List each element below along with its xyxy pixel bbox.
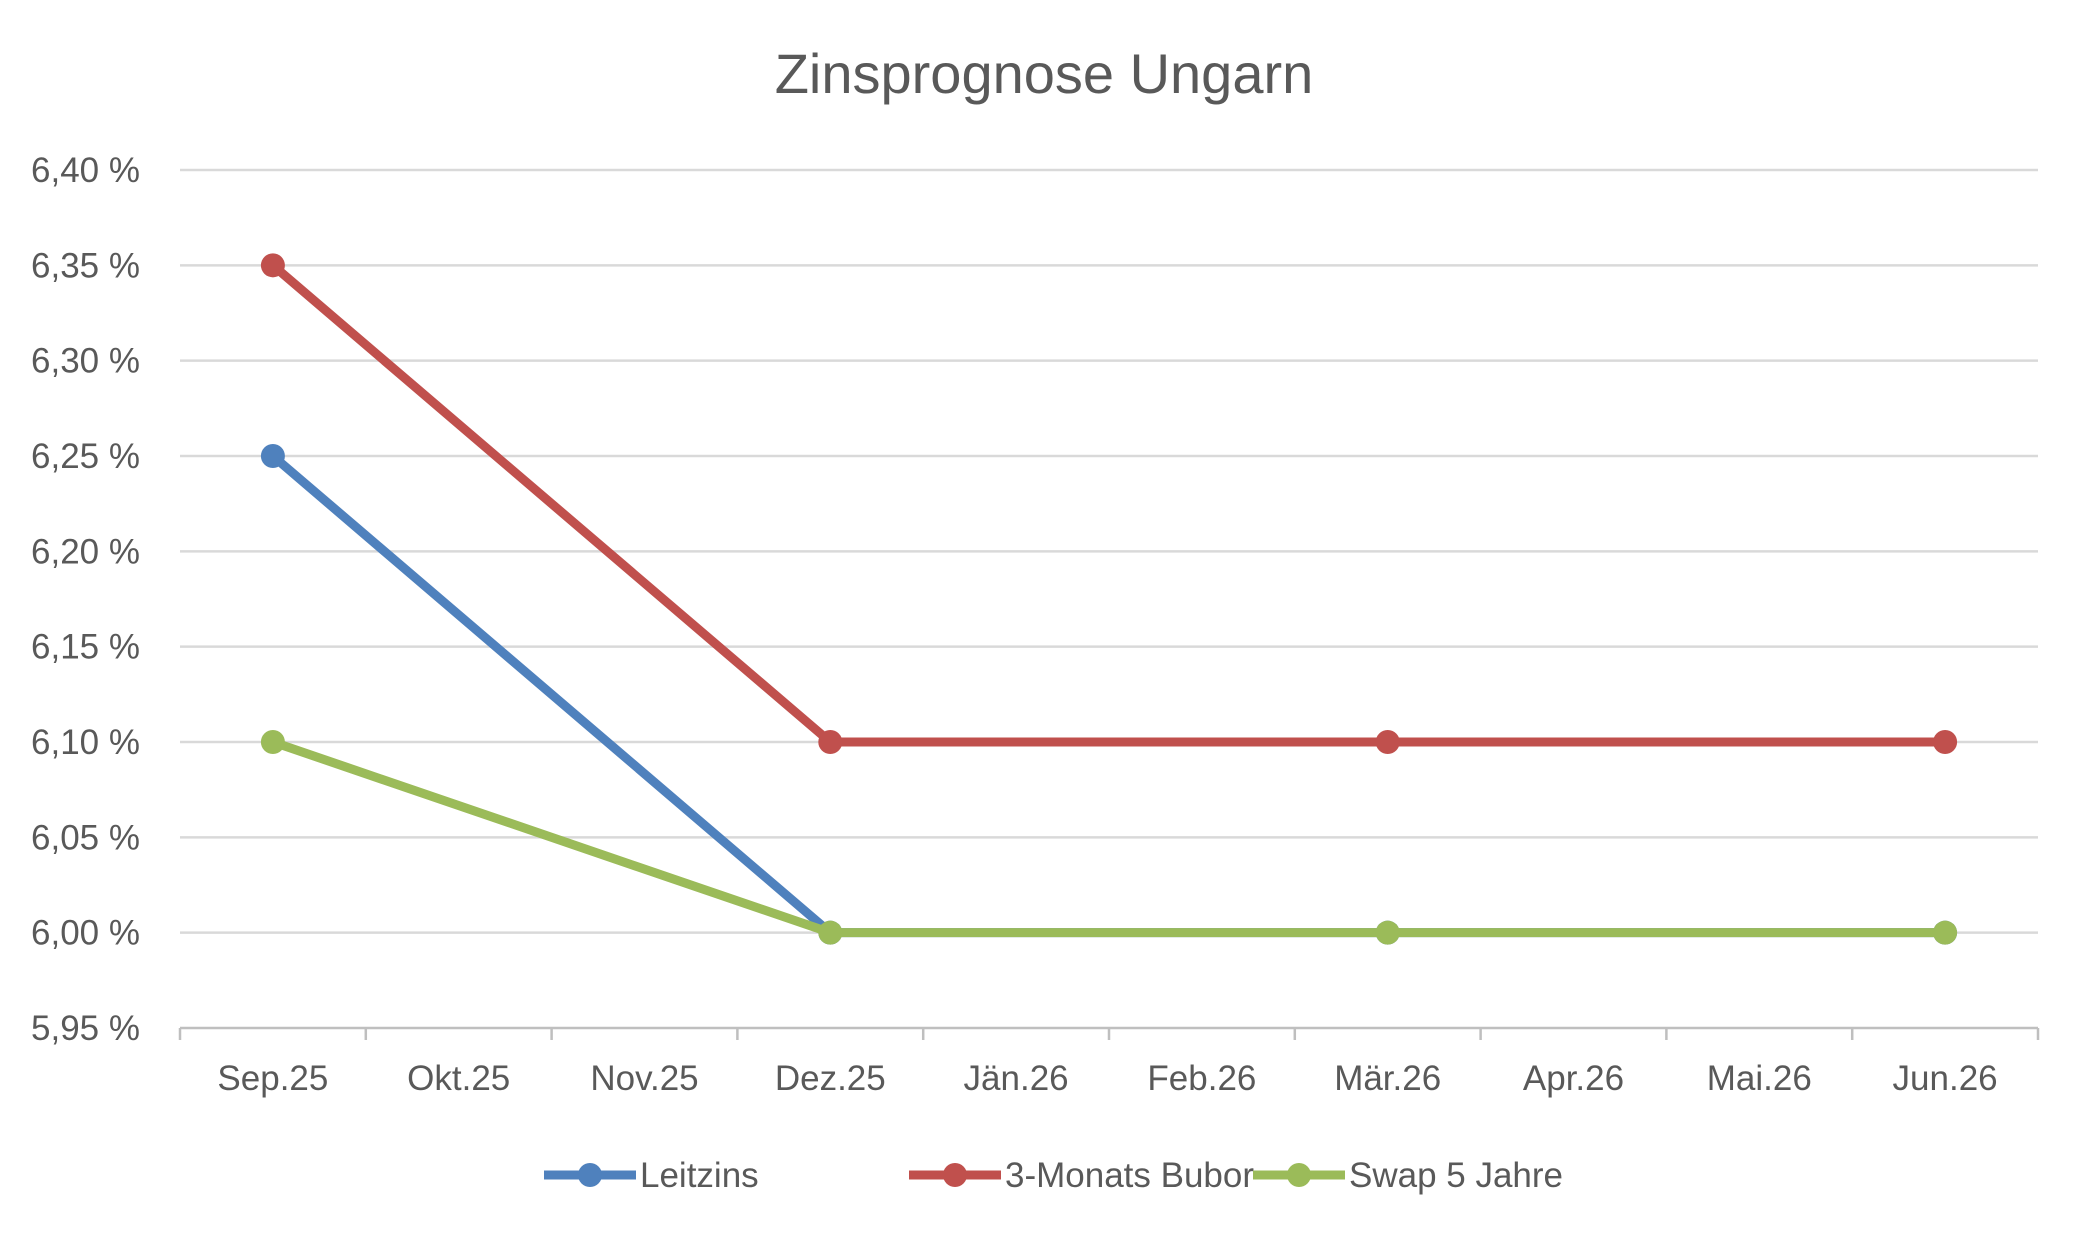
- legend: Leitzins 3-Monats Bubor Swap 5 Jahre: [544, 1156, 1563, 1195]
- data-point: [1375, 730, 1400, 754]
- data-point: [1933, 730, 1958, 754]
- y-tick-label: 6,00 %: [31, 914, 140, 953]
- legend-swatch-marker: [578, 1163, 602, 1187]
- legend-item: Swap 5 Jahre: [1253, 1156, 1563, 1195]
- data-point: [818, 920, 843, 945]
- data-point: [260, 444, 285, 468]
- data-point: [1933, 920, 1958, 945]
- series-line: [268, 451, 1950, 938]
- y-axis: 5,95 % 6,00 % 6,05 % 6,10 % 6,15 % 6,20 % 6,25…: [31, 151, 140, 1048]
- chart-title: Zinsprognose Ungarn: [775, 42, 1314, 105]
- legend-item: Leitzins: [544, 1156, 759, 1195]
- y-tick-label: 5,95 %: [31, 1009, 140, 1048]
- y-tick-label: 6,05 %: [31, 818, 140, 857]
- x-tick-label: Jun.26: [1893, 1059, 1998, 1098]
- legend-label: 3-Monats Bubor: [1005, 1156, 1254, 1195]
- series-line: [268, 737, 1950, 938]
- x-tick-label: Feb.26: [1147, 1059, 1256, 1098]
- x-tick-label: Okt.25: [407, 1059, 510, 1098]
- y-tick-label: 6,20 %: [31, 532, 140, 571]
- y-tick-label: 6,40 %: [31, 151, 140, 190]
- x-tick-label: Dez.25: [775, 1059, 886, 1098]
- y-tick-label: 6,10 %: [31, 723, 140, 762]
- gridlines: [180, 168, 2038, 934]
- x-tick-label: Apr.26: [1523, 1059, 1624, 1098]
- data-point: [1375, 920, 1400, 945]
- data-point: [260, 253, 285, 278]
- legend-label: Swap 5 Jahre: [1349, 1156, 1563, 1195]
- legend-swatch-marker: [1287, 1163, 1311, 1187]
- y-tick-label: 6,30 %: [31, 342, 140, 381]
- x-tick-label: Jän.26: [964, 1059, 1069, 1098]
- x-tick-label: Sep.25: [217, 1059, 328, 1098]
- data-point: [818, 730, 843, 754]
- y-tick-label: 6,25 %: [31, 437, 140, 476]
- series-lines: [260, 253, 1958, 945]
- y-tick-label: 6,15 %: [31, 628, 140, 667]
- series-line: [268, 260, 1950, 747]
- legend-item: 3-Monats Bubor: [909, 1156, 1254, 1195]
- data-point: [260, 730, 285, 754]
- x-tick-label: Mai.26: [1707, 1059, 1812, 1098]
- y-tick-label: 6,35 %: [31, 246, 140, 285]
- legend-label: Leitzins: [640, 1156, 759, 1195]
- x-tick-label: Nov.25: [590, 1059, 698, 1098]
- x-tick-label: Mär.26: [1334, 1059, 1441, 1098]
- legend-swatch-marker: [943, 1163, 967, 1187]
- x-axis: Sep.25 Okt.25 Nov.25 Dez.25 Jän.26 Feb.26 Mär.…: [178, 1026, 2040, 1098]
